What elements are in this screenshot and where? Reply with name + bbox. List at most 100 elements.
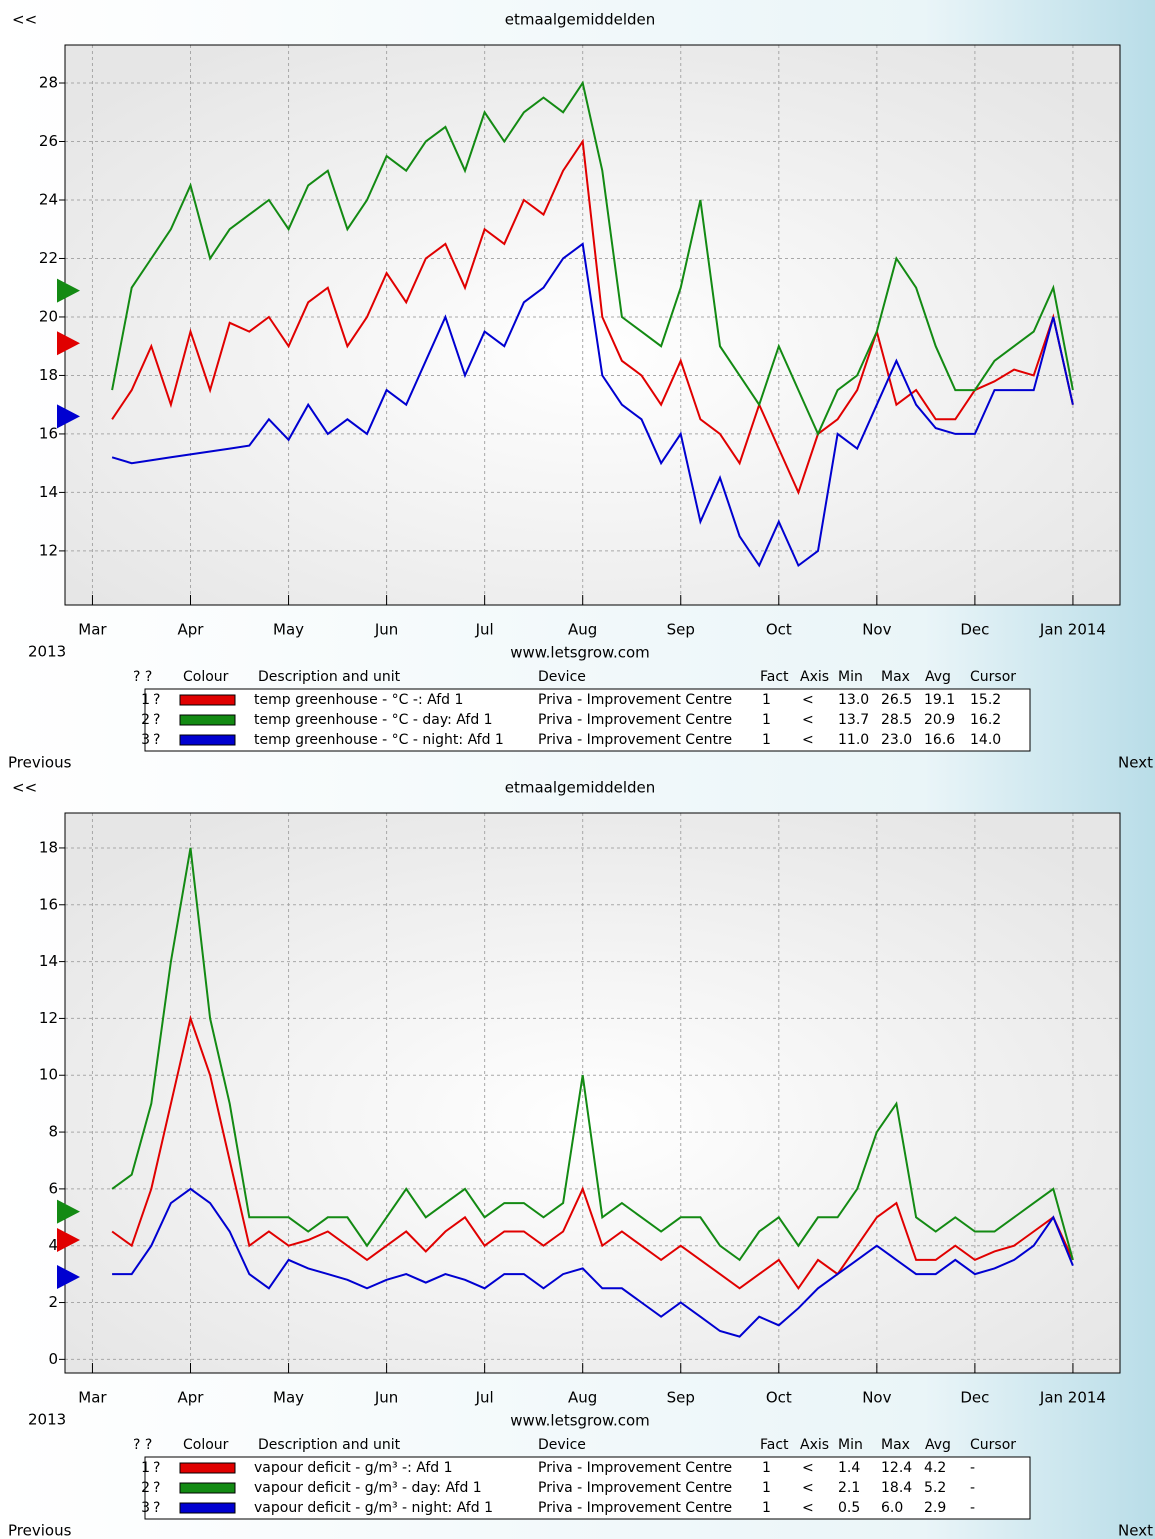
table-header: ? ? bbox=[133, 669, 152, 685]
back-button[interactable]: << bbox=[12, 11, 37, 29]
colour-swatch[interactable] bbox=[179, 734, 236, 746]
y-tick-label: 12 bbox=[39, 1009, 58, 1027]
y-tick-label: 16 bbox=[39, 424, 58, 442]
series-line bbox=[112, 1187, 1074, 1338]
device: Priva - Improvement Centre bbox=[538, 1460, 732, 1476]
y-tick-label: 16 bbox=[39, 895, 58, 913]
axis: < bbox=[802, 1460, 814, 1476]
row-index: 1 bbox=[141, 1460, 150, 1476]
y-tick-label: 12 bbox=[39, 541, 58, 559]
stat-min: 11.0 bbox=[838, 732, 869, 748]
table-header: Device bbox=[538, 669, 586, 685]
x-tick-label: Sep bbox=[667, 1389, 695, 1407]
table-header: Colour bbox=[183, 669, 229, 685]
table-header: Min bbox=[838, 669, 863, 685]
chart-title: etmaalgemiddelden bbox=[505, 11, 656, 29]
stat-avg: 4.2 bbox=[924, 1460, 946, 1476]
x-tick-label: Oct bbox=[766, 621, 792, 639]
axis: < bbox=[802, 692, 814, 708]
x-tick-label: Dec bbox=[960, 621, 989, 639]
colour-swatch[interactable] bbox=[179, 694, 236, 706]
fact: 1 bbox=[762, 1480, 771, 1496]
y-tick-label: 2 bbox=[48, 1293, 58, 1311]
series-name: temp greenhouse - °C -: Afd 1 bbox=[254, 692, 463, 708]
stat-min: 2.1 bbox=[838, 1480, 860, 1496]
cursor-value: - bbox=[970, 1500, 975, 1516]
x-tick-label: Sep bbox=[667, 621, 695, 639]
next-button[interactable]: Next bbox=[1118, 754, 1153, 772]
y-tick-label: 0 bbox=[48, 1350, 58, 1368]
plot-area bbox=[65, 813, 1120, 1373]
device: Priva - Improvement Centre bbox=[538, 712, 732, 728]
previous-button[interactable]: Previous bbox=[8, 754, 72, 772]
table-header: Axis bbox=[800, 669, 829, 685]
row-flag[interactable]: ? bbox=[153, 732, 160, 748]
table-header: Max bbox=[881, 669, 910, 685]
cursor-value: 14.0 bbox=[970, 732, 1001, 748]
colour-swatch[interactable] bbox=[179, 714, 236, 726]
y-tick-label: 26 bbox=[39, 132, 58, 150]
table-header: Cursor bbox=[970, 669, 1016, 685]
series-line bbox=[111, 80, 1074, 437]
series-name: temp greenhouse - °C - night: Afd 1 bbox=[254, 732, 504, 748]
series-name: vapour deficit - g/m³ - night: Afd 1 bbox=[254, 1500, 493, 1516]
x-tick-label: Mar bbox=[78, 621, 107, 639]
previous-button[interactable]: Previous bbox=[8, 1522, 72, 1539]
y-tick-label: 14 bbox=[39, 483, 58, 501]
stat-min: 0.5 bbox=[838, 1500, 860, 1516]
stat-max: 28.5 bbox=[881, 712, 912, 728]
axis-marker bbox=[57, 1199, 80, 1224]
row-index: 1 bbox=[141, 692, 150, 708]
table-header: Cursor bbox=[970, 1437, 1016, 1453]
legend-box bbox=[144, 1456, 1031, 1520]
table-header: Avg bbox=[925, 1437, 951, 1453]
axis: < bbox=[802, 1480, 814, 1496]
x-tick-label: Nov bbox=[862, 621, 891, 639]
x-tick-label: Oct bbox=[766, 1389, 792, 1407]
table-header: Min bbox=[838, 1437, 863, 1453]
axis-marker bbox=[57, 331, 80, 356]
row-flag[interactable]: ? bbox=[153, 1460, 160, 1476]
table-header: Description and unit bbox=[258, 1437, 401, 1453]
row-index: 2 bbox=[141, 712, 150, 728]
plot-area bbox=[65, 45, 1120, 605]
x-tick-label: Mar bbox=[78, 1389, 107, 1407]
next-button[interactable]: Next bbox=[1118, 1522, 1153, 1539]
x-tick-label: Aug bbox=[568, 621, 597, 639]
plot-border bbox=[64, 44, 1121, 606]
row-flag[interactable]: ? bbox=[153, 1500, 160, 1516]
device: Priva - Improvement Centre bbox=[538, 692, 732, 708]
series-name: temp greenhouse - °C - day: Afd 1 bbox=[254, 712, 493, 728]
table-header: Fact bbox=[760, 669, 789, 685]
stat-max: 26.5 bbox=[881, 692, 912, 708]
x-tick-label: Jun bbox=[374, 1389, 398, 1407]
row-flag[interactable]: ? bbox=[153, 692, 160, 708]
row-flag[interactable]: ? bbox=[153, 712, 160, 728]
x-tick-label: Aug bbox=[568, 1389, 597, 1407]
device: Priva - Improvement Centre bbox=[538, 1480, 732, 1496]
site-label: www.letsgrow.com bbox=[510, 1412, 650, 1430]
table-header: Colour bbox=[183, 1437, 229, 1453]
stat-min: 13.0 bbox=[838, 692, 869, 708]
year-label: 2013 bbox=[28, 1411, 66, 1429]
y-tick-label: 18 bbox=[39, 838, 58, 856]
x-tick-label: May bbox=[273, 1389, 304, 1407]
legend-box bbox=[144, 688, 1031, 752]
row-flag[interactable]: ? bbox=[153, 1480, 160, 1496]
table-header: Axis bbox=[800, 1437, 829, 1453]
series-line bbox=[111, 138, 1074, 496]
stat-avg: 2.9 bbox=[924, 1500, 946, 1516]
table-header: Fact bbox=[760, 1437, 789, 1453]
year-label: 2013 bbox=[28, 643, 66, 661]
device: Priva - Improvement Centre bbox=[538, 1500, 732, 1516]
back-button[interactable]: << bbox=[12, 779, 37, 797]
y-tick-label: 10 bbox=[39, 1066, 58, 1084]
y-tick-label: 18 bbox=[39, 366, 58, 384]
colour-swatch[interactable] bbox=[179, 1502, 236, 1514]
table-header: Description and unit bbox=[258, 669, 401, 685]
colour-swatch[interactable] bbox=[179, 1482, 236, 1494]
fact: 1 bbox=[762, 692, 771, 708]
x-tick-label: Jul bbox=[475, 621, 494, 639]
colour-swatch[interactable] bbox=[179, 1462, 236, 1474]
